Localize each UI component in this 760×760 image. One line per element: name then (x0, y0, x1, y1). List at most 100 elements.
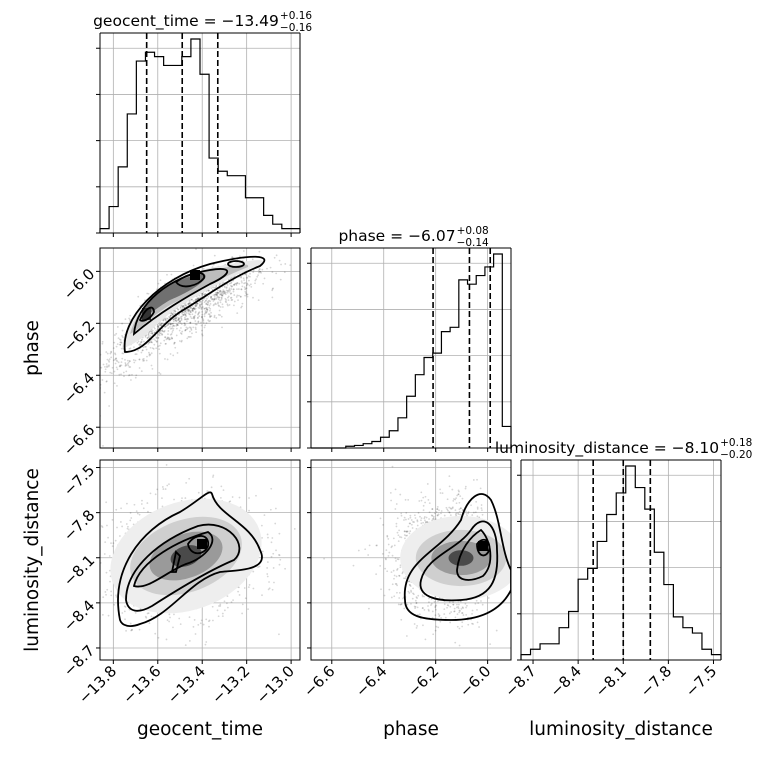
sample-point (181, 311, 184, 314)
sample-point (189, 311, 192, 314)
sample-point (150, 330, 153, 333)
sample-point (149, 353, 152, 356)
sample-point (180, 317, 182, 320)
sample-point (271, 271, 274, 274)
sample-point (170, 336, 173, 339)
sample-point (162, 488, 165, 490)
sample-point (159, 342, 162, 345)
sample-point (175, 320, 178, 323)
sample-point (403, 607, 406, 610)
sample-point (412, 593, 415, 596)
sample-point (195, 298, 198, 301)
sample-point (198, 303, 201, 306)
density-level-2 (140, 274, 206, 318)
sample-point (121, 322, 124, 325)
sample-point (212, 294, 215, 297)
sample-point (129, 347, 132, 350)
sample-point (174, 317, 177, 320)
sample-point (106, 352, 109, 355)
sample-point (400, 514, 403, 517)
sample-point (258, 268, 261, 270)
sample-point (252, 271, 255, 274)
sample-point (432, 633, 435, 636)
sample-point (172, 626, 174, 629)
sample-point (404, 537, 406, 540)
sample-point (176, 308, 179, 311)
sample-point (115, 359, 118, 362)
sample-point (172, 320, 175, 323)
sample-point (192, 625, 195, 628)
sample-point (461, 497, 464, 500)
sample-point (455, 502, 458, 505)
sample-point (125, 370, 128, 373)
sample-point (106, 365, 108, 368)
sample-point (221, 294, 223, 296)
sample-point (204, 307, 207, 310)
sample-point (135, 353, 138, 355)
sample-point (406, 530, 409, 533)
sample-point (188, 313, 191, 316)
sample-point (389, 492, 392, 494)
sample-point (404, 577, 407, 580)
sample-point (197, 623, 200, 626)
sample-point (236, 288, 238, 291)
sample-point (204, 292, 207, 295)
sample-point (398, 597, 401, 599)
sample-point (289, 264, 292, 267)
sample-point (202, 267, 205, 270)
sample-point (195, 305, 198, 307)
sample-point (197, 491, 200, 494)
sample-point (180, 327, 182, 329)
sample-point (112, 542, 115, 545)
sample-point (211, 605, 214, 608)
sample-point (188, 616, 191, 619)
sample-point (432, 517, 435, 520)
sample-point (187, 335, 190, 338)
sample-point (439, 492, 442, 494)
sample-point (107, 365, 110, 368)
sample-point (213, 254, 216, 257)
sample-point (218, 284, 221, 287)
sample-point (186, 337, 189, 340)
sample-point (160, 323, 163, 326)
sample-point (459, 513, 462, 516)
sample-point (379, 517, 382, 520)
sample-point (210, 296, 212, 299)
sample-point (148, 341, 151, 344)
sample-point (219, 496, 222, 499)
sample-point (116, 360, 119, 363)
sample-point (452, 601, 455, 604)
sample-point (230, 296, 233, 299)
sample-point (269, 508, 272, 511)
sample-point (173, 342, 175, 345)
sample-point (139, 342, 141, 345)
sample-point (195, 248, 197, 251)
sample-point (118, 338, 121, 341)
sample-point (219, 299, 221, 302)
sample-point (471, 514, 474, 516)
sample-point (180, 319, 183, 322)
sample-point (184, 314, 187, 317)
sample-point (129, 512, 132, 514)
sample-point (219, 301, 222, 304)
sample-point (149, 335, 152, 337)
sample-point (452, 498, 455, 500)
sample-point (168, 338, 171, 341)
sample-point (427, 498, 430, 501)
sample-point (194, 311, 197, 314)
sample-point (416, 524, 419, 527)
sample-point (259, 270, 261, 273)
sample-point (397, 558, 400, 561)
sample-point (220, 297, 223, 300)
sample-point (209, 320, 212, 322)
sample-point (243, 587, 246, 589)
sample-point (416, 613, 419, 616)
sample-point (270, 555, 273, 558)
sample-point (136, 512, 139, 515)
sample-point (223, 292, 226, 295)
sample-point (451, 507, 454, 510)
sample-point (138, 367, 141, 369)
sample-point (127, 361, 130, 364)
sample-point (172, 322, 174, 325)
sample-point (453, 607, 456, 610)
